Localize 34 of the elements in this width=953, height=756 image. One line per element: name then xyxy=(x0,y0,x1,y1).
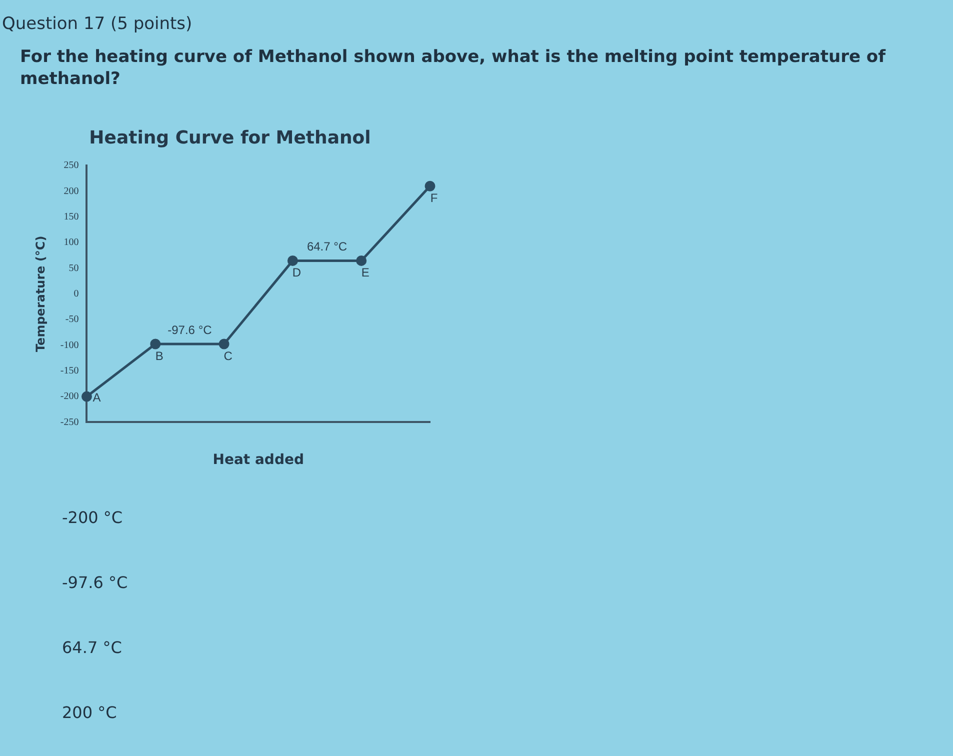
data-label: A xyxy=(92,390,101,405)
y-tick-label: -100 xyxy=(60,340,79,351)
point xyxy=(287,255,298,266)
y-tick-label: 100 xyxy=(64,237,79,248)
point xyxy=(81,391,92,402)
point xyxy=(424,180,436,192)
annotation: 64.7 °C xyxy=(306,240,348,254)
point xyxy=(150,338,161,350)
data-label: D xyxy=(292,266,302,280)
annotation: -97.6 °C xyxy=(168,322,212,337)
text: 64.7 °C xyxy=(62,638,122,657)
y-tick-label: -200 xyxy=(60,391,79,402)
point xyxy=(356,255,367,266)
text: -200 °C xyxy=(62,508,123,527)
y-tick-label: 250 xyxy=(64,160,79,172)
text: -97.6 °C xyxy=(62,573,128,592)
y-tick-label: 50 xyxy=(68,262,79,274)
chart-title: Heating Curve for Methanol xyxy=(89,127,371,148)
y-tick-label: 200 xyxy=(64,186,79,197)
y-tick-label: -250 xyxy=(60,416,79,428)
data-label: E xyxy=(361,266,370,280)
text: For the heating curve of Methanol shown above, what is the melting point temperature of methanol? xyxy=(20,46,887,90)
text: Question 17 (5 points) xyxy=(2,14,192,34)
y-tick-label: 0 xyxy=(74,288,79,300)
data-label: F xyxy=(430,191,438,206)
point xyxy=(218,338,230,350)
y-tick-label: -50 xyxy=(65,314,79,326)
x-axis-title: Heat added xyxy=(212,452,304,468)
y-axis-title: Temperature (°C) xyxy=(33,236,48,352)
data-label: C xyxy=(224,348,233,363)
y-tick-label: 150 xyxy=(64,212,79,223)
data-label: B xyxy=(155,348,164,363)
y-tick-label: -150 xyxy=(60,366,79,377)
text: 200 °C xyxy=(62,703,117,722)
